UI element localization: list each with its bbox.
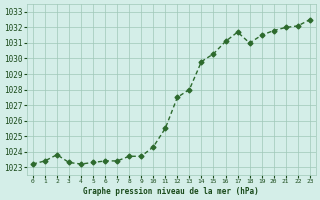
X-axis label: Graphe pression niveau de la mer (hPa): Graphe pression niveau de la mer (hPa) bbox=[84, 187, 259, 196]
